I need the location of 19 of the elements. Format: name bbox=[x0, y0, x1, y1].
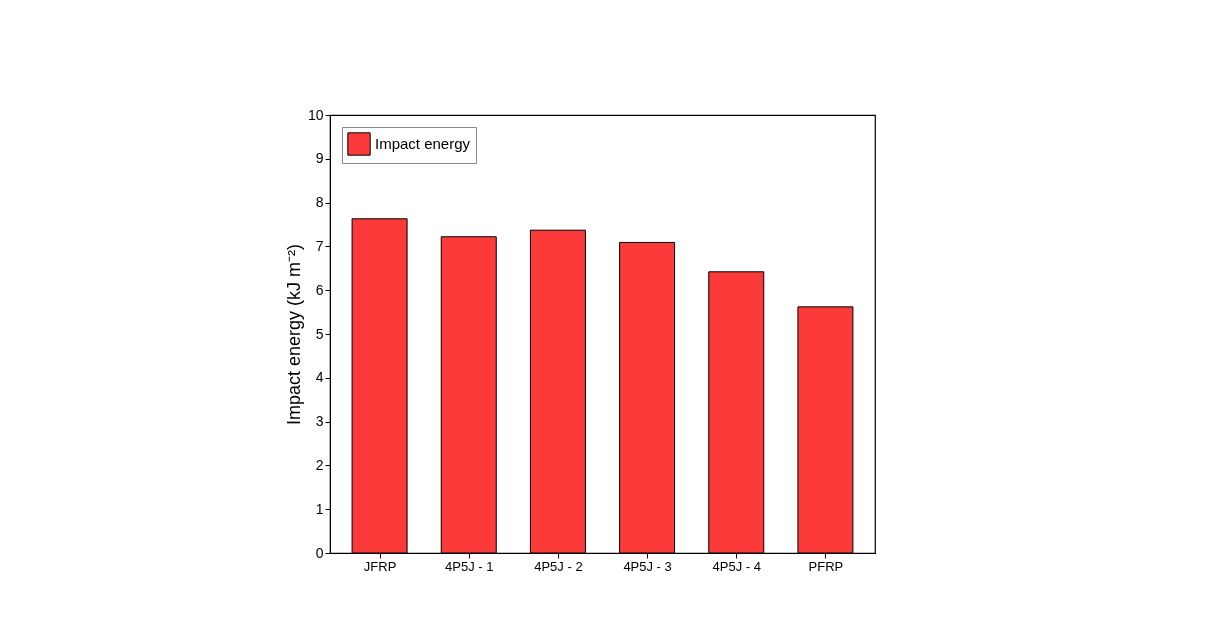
y-tick-label: 7 bbox=[315, 237, 324, 254]
y-tick-label: 3 bbox=[315, 413, 324, 430]
y-tick-label: 1 bbox=[315, 500, 324, 517]
y-tick-label: 10 bbox=[307, 106, 324, 123]
x-tick-label: 4P5J - 3 bbox=[623, 558, 672, 574]
y-tick-label: 9 bbox=[315, 150, 324, 167]
x-tick-label: PFRP bbox=[808, 558, 844, 574]
y-tick-label: 8 bbox=[315, 194, 324, 211]
y-tick-label: 4 bbox=[315, 369, 324, 386]
y-tick-label: 5 bbox=[315, 325, 324, 342]
y-tick-label: 2 bbox=[315, 456, 324, 473]
legend-label: Impact energy bbox=[375, 135, 471, 152]
y-axis-title: Impact energy (kJ m⁻²) bbox=[283, 243, 304, 426]
x-tick-label: 4P5J - 2 bbox=[534, 558, 583, 574]
y-tick-label: 0 bbox=[315, 544, 324, 561]
x-tick-label: 4P5J - 1 bbox=[445, 558, 494, 574]
y-tick-label: 6 bbox=[315, 281, 324, 298]
x-tick-label: 4P5J - 4 bbox=[712, 558, 761, 574]
x-tick-label: JFRP bbox=[363, 558, 397, 574]
